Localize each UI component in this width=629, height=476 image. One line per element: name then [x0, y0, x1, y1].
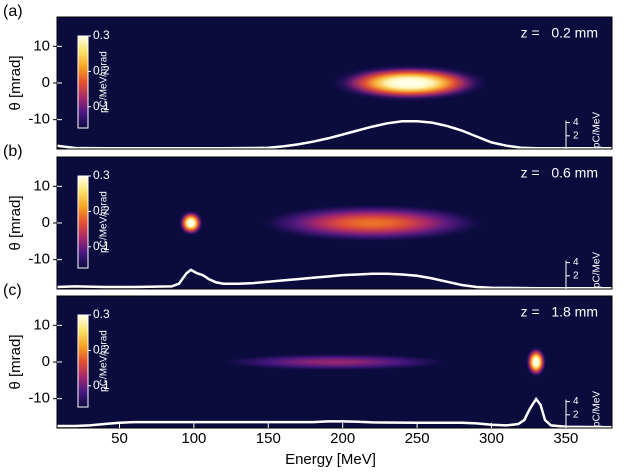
y2-tick-label: 2 — [573, 270, 579, 281]
colorbar-tick-label: 0.3 — [93, 307, 110, 321]
colorbar-label: pC/MeV/mrad — [99, 191, 110, 253]
x-tick-label: 100 — [181, 430, 206, 447]
y2-axis-label: pC/MeV — [592, 252, 603, 288]
y2-tick-label: 2 — [573, 130, 579, 141]
y-axis-label: θ [mrad] — [7, 195, 24, 250]
x-tick-label: 300 — [479, 430, 504, 447]
annotation: z = 0.2 mm — [521, 25, 598, 41]
colorbar-tick-label: 0.3 — [93, 28, 110, 42]
intensity-blob — [187, 192, 557, 254]
x-axis-label: Energy [MeV] — [285, 451, 376, 468]
intensity-blob — [173, 204, 209, 242]
plot-area — [57, 192, 612, 289]
x-tick-label: 50 — [111, 430, 128, 447]
panel-label: (a) — [3, 3, 23, 20]
colorbar-tick-label: 0.2 — [93, 204, 110, 218]
colorbar-tick-label: 0.2 — [93, 343, 110, 357]
x-tick-label: 350 — [553, 430, 578, 447]
colorbar — [77, 175, 89, 269]
x-tick-label: 250 — [405, 430, 430, 447]
plot-area — [57, 56, 612, 149]
y2-tick-label: 4 — [573, 396, 579, 407]
panel-label: (b) — [3, 143, 23, 160]
y-tick-label: 10 — [33, 177, 50, 194]
colorbar-tick-label: 0.2 — [93, 64, 110, 78]
spectrum-line — [57, 396, 612, 428]
intensity-blob — [521, 340, 551, 384]
y-tick-label: 0 — [42, 214, 50, 231]
y2-tick-label: 4 — [573, 117, 579, 128]
colorbar-tick-label: 0.3 — [93, 168, 110, 182]
annotation: z = 1.8 mm — [521, 304, 598, 320]
panel-label: (c) — [3, 282, 22, 299]
colorbar — [77, 314, 89, 408]
y-tick-label: 10 — [33, 316, 50, 333]
y2-tick-label: 4 — [573, 257, 579, 268]
colorbar-label: pC/MeV/mrad — [99, 51, 110, 113]
annotation: z = 0.6 mm — [521, 165, 598, 181]
colorbar — [77, 35, 89, 129]
spectrum-line — [57, 120, 612, 149]
colorbar-tick-label: 0.1 — [93, 99, 110, 113]
y2-axis-label: pC/MeV — [592, 391, 603, 427]
y-tick-label: -10 — [28, 111, 50, 128]
colorbar-tick-label: 0.1 — [93, 239, 110, 253]
y-tick-label: 0 — [42, 353, 50, 370]
x-tick-label: 150 — [256, 430, 281, 447]
colorbar-label: pC/MeV/mrad — [99, 330, 110, 392]
y-tick-label: 10 — [33, 37, 50, 54]
y-axis-label: θ [mrad] — [7, 55, 24, 110]
y-tick-label: -10 — [28, 390, 50, 407]
y-axis-label: θ [mrad] — [7, 334, 24, 389]
plot-area — [57, 340, 612, 428]
intensity-blob — [296, 56, 523, 110]
spectrum-line — [57, 268, 612, 289]
x-tick-label: 200 — [330, 430, 355, 447]
colorbar-tick-label: 0.1 — [93, 378, 110, 392]
y-tick-label: -10 — [28, 251, 50, 268]
y2-tick-label: 2 — [573, 409, 579, 420]
y-tick-label: 0 — [42, 74, 50, 91]
y2-axis-label: pC/MeV — [592, 112, 603, 148]
intensity-blob — [112, 345, 559, 379]
